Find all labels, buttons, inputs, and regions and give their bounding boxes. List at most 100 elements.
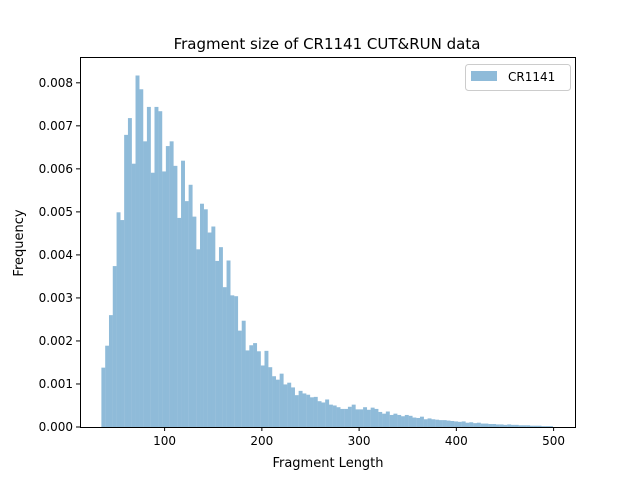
histogram-bar <box>196 249 201 427</box>
histogram-bar <box>306 394 311 427</box>
histogram-bar <box>541 426 546 427</box>
histogram-bar <box>419 416 424 427</box>
chart-title: Fragment size of CR1141 CUT&RUN data <box>174 35 481 53</box>
x-tick-label: 500 <box>542 434 565 448</box>
histogram-bar <box>347 406 352 427</box>
histogram-bar <box>548 426 553 427</box>
histogram-bar <box>351 404 356 427</box>
histogram-bar <box>124 134 129 427</box>
y-tick-label: 0.004 <box>39 248 73 262</box>
histogram-bar <box>514 424 519 427</box>
histogram-bar <box>366 409 371 427</box>
histogram-bar <box>503 424 508 427</box>
histogram-bar <box>313 396 318 427</box>
histogram-bar <box>495 424 500 427</box>
histogram-bar <box>116 212 121 427</box>
histogram-bar <box>184 201 189 427</box>
histogram-bar <box>397 414 402 427</box>
x-axis-label: Fragment Length <box>272 456 383 471</box>
y-tick-label: 0.005 <box>39 205 73 219</box>
histogram-bar <box>127 118 132 427</box>
histogram-bar <box>423 419 428 427</box>
histogram-bar <box>256 351 261 427</box>
histogram-bar <box>211 226 216 427</box>
legend: CR1141 <box>465 64 571 91</box>
histogram-bar <box>226 260 231 427</box>
histogram-bar <box>317 401 322 427</box>
legend-swatch <box>471 71 497 81</box>
histogram-bar <box>431 419 436 427</box>
histogram-bar <box>139 89 144 428</box>
histogram-bar <box>454 421 459 427</box>
histogram-bar <box>476 422 481 427</box>
histogram-bar <box>457 421 462 427</box>
histogram-bar <box>328 404 333 427</box>
histogram-bar <box>533 425 538 427</box>
histogram-bar <box>272 376 277 427</box>
y-tick-label: 0.000 <box>39 420 73 434</box>
histogram-bar <box>230 295 235 427</box>
histogram-bar <box>302 393 307 427</box>
histogram-bar <box>522 425 527 427</box>
histogram-bar <box>310 397 314 427</box>
histogram-bar <box>131 163 136 427</box>
x-axis-ticks: 100 200 300 400 500 <box>153 427 565 448</box>
histogram-bar <box>465 422 470 427</box>
histogram-bar <box>135 75 140 427</box>
histogram-bar <box>499 424 504 427</box>
histogram-bar <box>325 399 330 427</box>
histogram-bar <box>469 422 474 427</box>
histogram-bar <box>222 287 227 427</box>
histogram-bar <box>480 423 485 427</box>
histogram-bar <box>181 160 185 427</box>
histogram-bar <box>188 184 193 427</box>
histogram-bar <box>382 413 386 427</box>
histogram-bar <box>192 216 197 427</box>
histogram-bar <box>287 382 292 427</box>
histogram-bar <box>332 405 337 427</box>
histogram-bar <box>378 411 383 427</box>
histogram-bar <box>120 220 125 427</box>
histogram-bar <box>450 420 455 427</box>
histogram-bar <box>488 423 493 427</box>
histogram-bar <box>105 345 110 427</box>
histogram-bar <box>203 209 208 427</box>
y-axis-label: Frequency <box>12 209 27 276</box>
histogram-bar <box>446 420 451 427</box>
y-tick-label: 0.008 <box>39 76 73 90</box>
histogram-bar <box>529 425 534 427</box>
y-axis-ticks: 0.000 0.001 0.002 0.003 0.004 0.005 0.006 0.007… <box>39 76 80 434</box>
histogram-bar <box>442 420 447 427</box>
histogram-bar <box>177 217 182 427</box>
histogram-bar <box>473 423 478 427</box>
histogram-bar <box>545 426 550 427</box>
histogram-bar <box>241 320 246 427</box>
plot-frame <box>80 57 576 428</box>
legend-label: CR1141 <box>508 70 555 84</box>
y-tick-label: 0.007 <box>39 119 73 133</box>
y-tick-label: 0.003 <box>39 291 73 305</box>
histogram-bar <box>158 111 163 428</box>
histogram-bar <box>389 414 394 427</box>
histogram-bar <box>340 408 345 427</box>
histogram-bar <box>215 260 220 427</box>
histogram-bar <box>492 423 496 427</box>
histogram-bar <box>207 232 212 427</box>
histogram-bar <box>321 402 326 427</box>
histogram-bar <box>401 416 405 427</box>
histogram-bar <box>412 417 417 427</box>
histogram-bar <box>374 408 379 427</box>
histogram-bar <box>427 418 432 427</box>
histogram-bar <box>146 106 151 427</box>
histogram-bar <box>249 345 254 427</box>
histogram-bar <box>237 330 242 427</box>
histogram-bar <box>165 146 170 427</box>
histogram-bar <box>279 373 284 427</box>
histogram-bar <box>526 425 531 427</box>
histogram-bar <box>173 165 178 427</box>
histogram-bar <box>518 425 523 427</box>
histogram-bar <box>245 350 250 427</box>
histogram-bar <box>154 106 159 427</box>
histogram-bar <box>435 419 440 427</box>
histogram-bar <box>260 365 265 427</box>
